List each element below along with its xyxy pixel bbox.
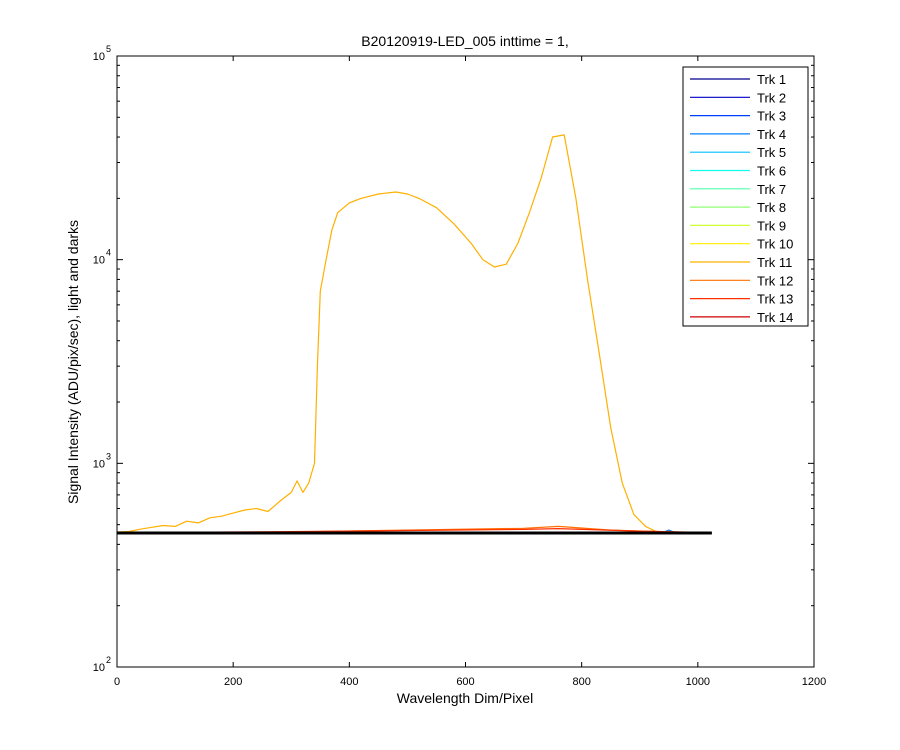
- x-axis-label: Wavelength Dim/Pixel: [397, 690, 533, 706]
- y-tick-exponent: 3: [106, 451, 111, 461]
- y-tick-label: 10: [93, 458, 105, 470]
- y-tick-label: 10: [93, 662, 105, 674]
- x-tick-label: 800: [572, 676, 590, 688]
- x-tick-label: 1000: [686, 676, 710, 688]
- legend-label: Trk 5: [757, 145, 786, 160]
- legend-label: Trk 7: [757, 182, 786, 197]
- y-tick-label: 10: [93, 255, 105, 267]
- legend-box: [682, 66, 809, 327]
- y-axis-label: Signal Intensity (ADU/pix/sec), light an…: [65, 220, 81, 504]
- y-tick-exponent: 4: [106, 248, 111, 258]
- legend-label: Trk 6: [757, 164, 786, 179]
- legend-label: Trk 13: [757, 292, 793, 307]
- x-tick-label: 0: [114, 676, 120, 688]
- legend-label: Trk 8: [757, 200, 786, 215]
- legend-label: Trk 2: [757, 90, 786, 105]
- x-tick-label: 400: [340, 676, 358, 688]
- x-tick-label: 200: [224, 676, 242, 688]
- legend-label: Trk 9: [757, 218, 786, 233]
- y-tick-label: 10: [93, 51, 105, 63]
- legend-label: Trk 10: [757, 237, 793, 252]
- legend-label: Trk 12: [757, 273, 793, 288]
- y-tick-exponent: 2: [106, 655, 111, 665]
- series-layer: [116, 134, 712, 535]
- legend-label: Trk 1: [757, 72, 786, 87]
- legend: Trk 1 Trk 2 Trk 3 Trk 4 Trk 5 Trk 6 Trk 7 Trk 8…: [682, 66, 809, 327]
- legend-label: Trk 14: [757, 310, 793, 325]
- legend-label: Trk 4: [757, 127, 786, 142]
- series-line-11: [116, 134, 669, 534]
- x-tick-label: 1200: [802, 676, 826, 688]
- legend-label: Trk 3: [757, 109, 786, 124]
- y-tick-exponent: 5: [106, 44, 111, 54]
- x-tick-label: 600: [456, 676, 474, 688]
- legend-label: Trk 11: [757, 255, 792, 270]
- chart-title: B20120919-LED_005 inttime = 1,: [361, 33, 568, 49]
